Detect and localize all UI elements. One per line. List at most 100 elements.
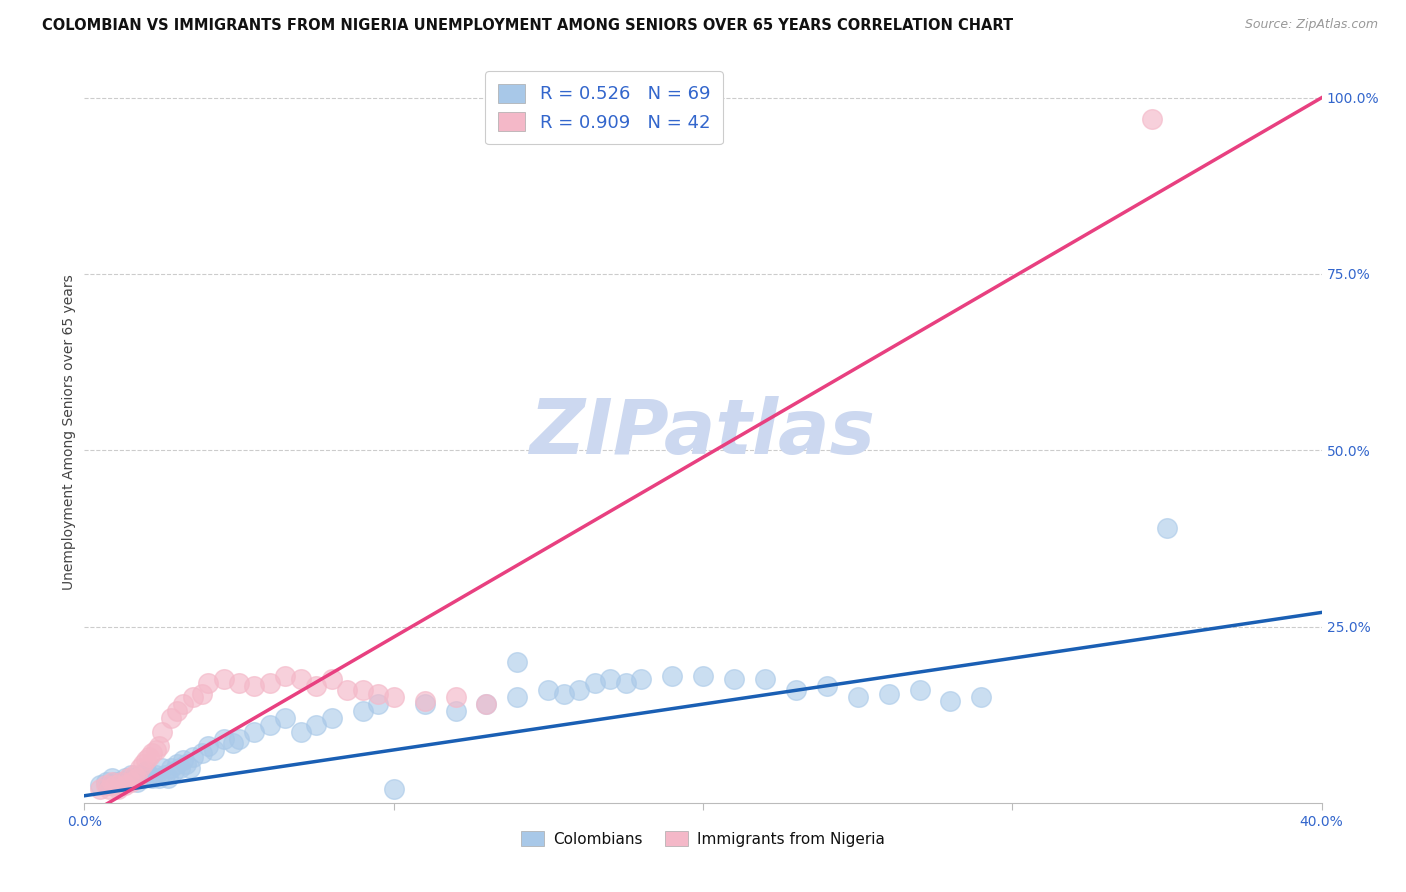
Point [150,725,173,739]
Point [122,771,145,785]
Point [475,697,498,711]
Point [129,760,152,774]
Y-axis label: Unemployment Among Seniors over 65 years: Unemployment Among Seniors over 65 years [62,275,76,591]
Point [145,743,167,757]
Point [101,771,124,785]
Point [135,754,157,768]
Point [259,718,281,732]
Point [352,704,374,718]
Point [166,757,188,772]
Point [150,760,173,774]
Point [583,676,606,690]
Point [197,739,219,754]
Point [148,739,170,754]
Point [243,725,266,739]
Point [166,704,188,718]
Point [212,732,235,747]
Point [104,778,127,792]
Point [181,750,204,764]
Point [908,683,931,698]
Point [290,725,312,739]
Point [114,771,136,785]
Point [160,760,183,774]
Point [630,673,652,687]
Point [228,732,250,747]
Point [553,686,575,700]
Point [537,683,560,698]
Point [98,778,121,792]
Point [614,676,637,690]
Point [156,771,179,785]
Point [877,686,900,700]
Point [138,767,160,781]
Point [506,655,529,669]
Point [132,757,155,772]
Point [120,767,142,781]
Point [290,673,312,687]
Point [110,774,132,789]
Point [94,774,117,789]
Point [970,690,993,704]
Point [172,697,194,711]
Point [1156,521,1178,535]
Point [107,781,129,796]
Point [692,669,714,683]
Point [1140,112,1163,126]
Point [125,771,148,785]
Point [104,774,127,789]
Point [352,683,374,698]
Point [568,683,591,698]
Point [101,774,124,789]
Point [723,673,745,687]
Point [129,767,152,781]
Point [506,690,529,704]
Point [89,778,111,792]
Point [661,669,683,683]
Point [117,774,139,789]
Point [145,767,167,781]
Point [382,781,405,796]
Point [169,760,191,774]
Point [274,669,297,683]
Point [444,704,467,718]
Point [336,683,359,698]
Point [321,711,343,725]
Point [202,743,225,757]
Point [367,697,389,711]
Point [89,781,111,796]
Point [141,747,163,761]
Point [599,673,621,687]
Point [785,683,807,698]
Point [382,690,405,704]
Text: COLOMBIAN VS IMMIGRANTS FROM NIGERIA UNEMPLOYMENT AMONG SENIORS OVER 65 YEARS CO: COLOMBIAN VS IMMIGRANTS FROM NIGERIA UNE… [42,18,1014,33]
Text: Source: ZipAtlas.com: Source: ZipAtlas.com [1244,18,1378,31]
Point [122,767,145,781]
Point [259,676,281,690]
Point [117,771,139,785]
Text: ZIPatlas: ZIPatlas [530,396,876,469]
Point [94,778,117,792]
Point [815,680,838,694]
Point [321,673,343,687]
Point [305,680,328,694]
Point [107,778,129,792]
Point [939,693,962,707]
Legend: Colombians, Immigrants from Nigeria: Colombians, Immigrants from Nigeria [513,823,893,855]
Point [305,718,328,732]
Point [160,711,183,725]
Point [141,771,163,785]
Point [135,764,157,778]
Point [243,680,266,694]
Point [191,747,214,761]
Point [132,771,155,785]
Point [444,690,467,704]
Point [222,736,245,750]
Point [212,673,235,687]
Point [846,690,869,704]
Point [172,754,194,768]
Point [148,771,170,785]
Point [98,781,121,796]
Point [228,676,250,690]
Point [475,697,498,711]
Point [413,697,436,711]
